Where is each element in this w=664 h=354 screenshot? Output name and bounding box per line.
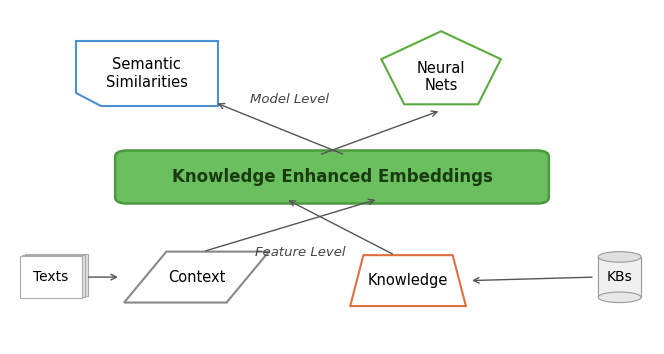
Text: Texts: Texts	[33, 270, 68, 284]
Text: Model Level: Model Level	[250, 93, 329, 106]
Polygon shape	[350, 255, 466, 306]
Ellipse shape	[598, 252, 641, 262]
Polygon shape	[76, 41, 218, 106]
Text: Context: Context	[168, 270, 225, 285]
Text: Knowledge: Knowledge	[368, 273, 448, 288]
Bar	[25, 253, 88, 296]
Ellipse shape	[598, 292, 641, 303]
FancyBboxPatch shape	[115, 150, 549, 204]
Text: Knowledge Enhanced Embeddings: Knowledge Enhanced Embeddings	[171, 168, 493, 186]
Text: KBs: KBs	[607, 270, 633, 284]
Polygon shape	[124, 252, 269, 303]
Polygon shape	[381, 31, 501, 104]
Bar	[22, 255, 85, 297]
Bar	[598, 257, 641, 297]
Text: Semantic
Similarities: Semantic Similarities	[106, 57, 188, 90]
Text: Neural
Nets: Neural Nets	[417, 61, 465, 93]
Text: Feature Level: Feature Level	[255, 246, 345, 259]
Bar	[19, 256, 82, 298]
